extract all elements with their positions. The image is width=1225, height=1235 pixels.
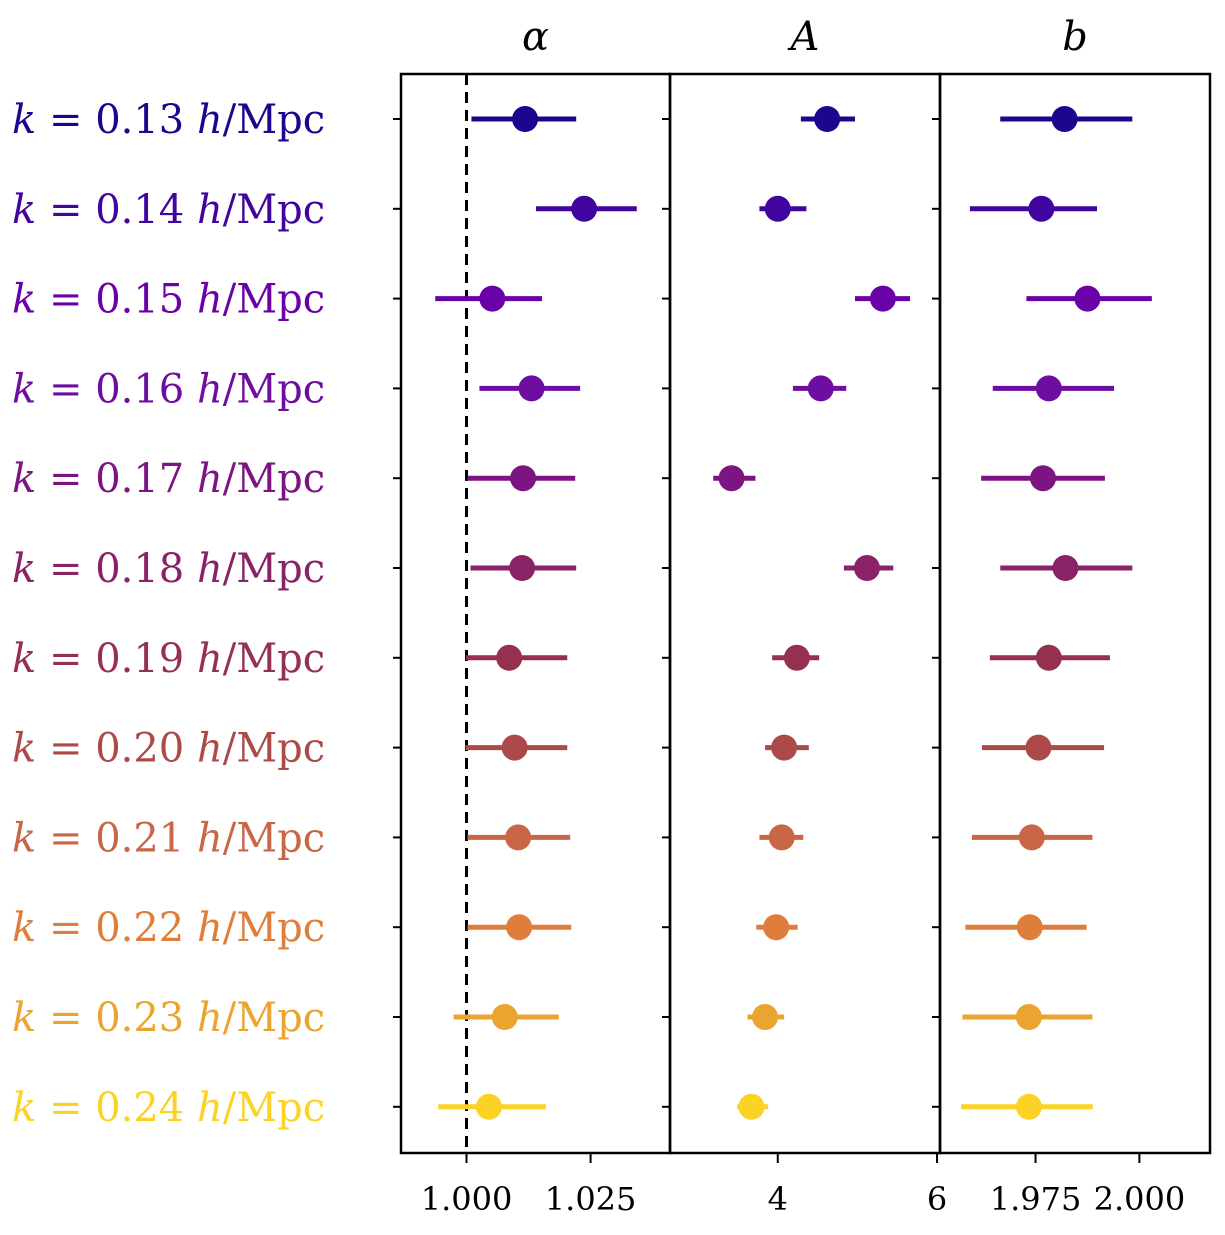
data-point [1035, 375, 1062, 402]
row-labels: k = 0.13 h/Mpc k = 0.14 h/Mpc k = 0.15 h/M… [12, 97, 325, 1131]
data-point [496, 644, 523, 671]
x-tick-label: 1.025 [545, 1180, 637, 1218]
data-point [764, 195, 791, 222]
panel-frame [399, 72, 672, 1155]
data-point [1030, 465, 1057, 492]
x-tick-label: 4 [768, 1180, 788, 1218]
data-point [783, 644, 810, 671]
data-point [475, 1093, 502, 1120]
data-point [1015, 1004, 1042, 1030]
data-point [512, 106, 539, 132]
row-label: k = 0.15 h/Mpc [12, 277, 325, 323]
panel-1: α 1.000 1.025 [393, 14, 672, 1218]
panel-frame [668, 72, 942, 1155]
row-label: k = 0.24 h/Mpc [12, 1085, 325, 1131]
data-point [1025, 734, 1052, 761]
data-point [768, 824, 795, 851]
panel-frame [938, 72, 1212, 1155]
data-point [491, 1004, 518, 1030]
panel-3: b 1.975 2.000 [932, 14, 1212, 1218]
panel-2: A 4 6 [662, 14, 947, 1218]
data-point [1035, 644, 1062, 671]
row-label: k = 0.14 h/Mpc [12, 187, 325, 233]
data-point [509, 555, 536, 581]
x-tick-label: 1.000 [421, 1180, 513, 1218]
data-point [1051, 106, 1078, 132]
x-tick-label: 2.000 [1094, 1180, 1186, 1218]
data-point [505, 824, 532, 851]
data-point [510, 465, 537, 492]
data-point [814, 106, 841, 132]
panels: α 1.000 1.025 A 4 6 b 1.975 2.000 [393, 14, 1212, 1218]
data-point [479, 285, 506, 312]
data-point [1074, 285, 1101, 312]
data-point [501, 734, 528, 761]
row-label: k = 0.13 h/Mpc [12, 97, 325, 143]
data-point [506, 914, 533, 941]
data-point [571, 195, 598, 222]
data-point [518, 375, 545, 402]
row-label: k = 0.17 h/Mpc [12, 456, 325, 502]
data-point [807, 375, 834, 402]
row-label: k = 0.16 h/Mpc [12, 366, 325, 412]
data-point [1018, 824, 1045, 851]
data-point [752, 1004, 779, 1030]
row-label: k = 0.21 h/Mpc [12, 815, 325, 861]
panel-title: b [1062, 14, 1088, 60]
data-point [718, 465, 745, 492]
panel-title: A [787, 14, 820, 60]
row-label: k = 0.18 h/Mpc [12, 546, 325, 592]
row-label: k = 0.23 h/Mpc [12, 995, 325, 1041]
x-tick-label: 6 [927, 1180, 947, 1218]
data-point [1052, 555, 1079, 581]
data-point [853, 555, 880, 581]
data-point [771, 734, 798, 761]
x-tick-label: 1.975 [990, 1180, 1082, 1218]
row-label: k = 0.22 h/Mpc [12, 905, 325, 951]
panel-title: α [522, 14, 549, 60]
data-point [869, 285, 896, 312]
row-label: k = 0.19 h/Mpc [12, 636, 325, 682]
data-point [738, 1093, 765, 1120]
data-point [1016, 914, 1043, 941]
data-point [1028, 195, 1055, 222]
data-point [1015, 1093, 1042, 1120]
data-point [763, 914, 790, 941]
row-label: k = 0.20 h/Mpc [12, 726, 325, 772]
